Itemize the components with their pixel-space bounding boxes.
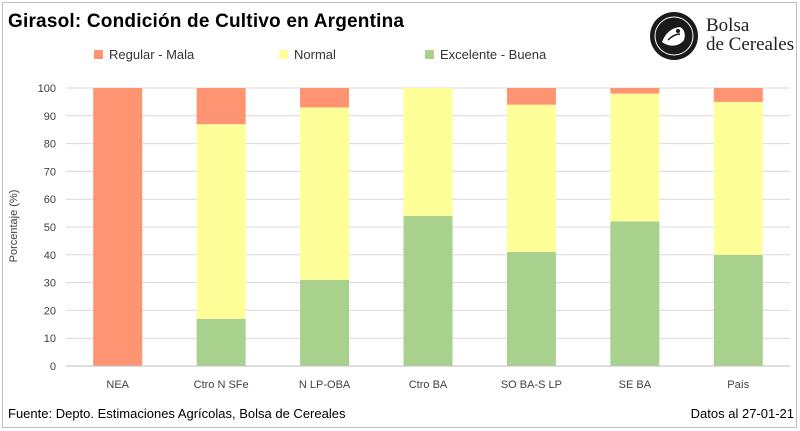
- y-tick-label: 40: [44, 250, 56, 262]
- logo-text: Bolsa de Cereales: [706, 16, 794, 54]
- y-tick-label: 20: [44, 305, 56, 317]
- y-tick-label: 10: [44, 333, 56, 345]
- bolsa-de-cereales-logo: Bolsa de Cereales: [648, 10, 796, 66]
- source-note: Fuente: Depto. Estimaciones Agrícolas, B…: [8, 406, 346, 421]
- y-tick-label: 70: [44, 166, 56, 178]
- x-tick-label: SE BA: [619, 379, 652, 391]
- x-tick-label: País: [727, 379, 750, 391]
- x-tick-label: Ctro N SFe: [194, 379, 249, 391]
- bar-normal-5: [610, 93, 660, 222]
- y-tick-label: 30: [44, 278, 56, 290]
- bar-normal-6: [713, 101, 763, 255]
- legend-swatch-normal: [279, 50, 288, 59]
- bar-normal-4: [506, 104, 556, 253]
- bar-excelente-buena-6: [713, 254, 763, 366]
- y-tick-label: 60: [44, 194, 56, 206]
- bar-normal-3: [403, 88, 453, 216]
- bar-excelente-buena-1: [196, 318, 246, 366]
- legend-label-regular-mala: Regular - Mala: [109, 47, 195, 62]
- bar-regular-mala-0: [93, 88, 143, 366]
- bar-regular-mala-6: [713, 88, 763, 102]
- legend-swatch-excelente-buena: [425, 50, 434, 59]
- x-tick-label: Ctro BA: [409, 379, 448, 391]
- bar-excelente-buena-4: [506, 252, 556, 366]
- legend-item-normal: Normal: [279, 47, 336, 62]
- y-tick-label: 0: [50, 361, 56, 373]
- bar-regular-mala-2: [300, 88, 350, 108]
- bar-regular-mala-1: [196, 88, 246, 125]
- data-date: Datos al 27-01-21: [690, 406, 794, 421]
- x-tick-label: SO BA-S LP: [501, 379, 562, 391]
- bar-excelente-buena-5: [610, 221, 660, 366]
- bar-regular-mala-5: [610, 88, 660, 94]
- chart-title: Girasol: Condición de Cultivo en Argenti…: [8, 11, 405, 32]
- bar-excelente-buena-3: [403, 215, 453, 366]
- legend-swatch-regular-mala: [94, 50, 103, 59]
- y-tick-label: 90: [44, 111, 56, 123]
- legend-item-regular-mala: Regular - Mala: [94, 47, 194, 62]
- x-tick-label: NEA: [106, 379, 129, 391]
- y-tick-label: 50: [44, 222, 56, 234]
- bar-normal-1: [196, 124, 246, 319]
- bar-excelente-buena-2: [300, 279, 350, 366]
- legend-label-excelente-buena: Excelente - Buena: [440, 47, 547, 62]
- bar-normal-2: [300, 107, 350, 280]
- x-tick-label: N LP-OBA: [299, 379, 351, 391]
- seal-icon: [650, 12, 698, 60]
- legend-label-normal: Normal: [294, 47, 336, 62]
- bar-regular-mala-4: [506, 88, 556, 105]
- y-tick-label: 80: [44, 139, 56, 151]
- logo-line-2: de Cereales: [706, 34, 795, 55]
- y-tick-label: 100: [38, 83, 56, 95]
- logo-line-1: Bolsa: [706, 15, 750, 36]
- legend-item-excelente-buena: Excelente - Buena: [425, 47, 546, 62]
